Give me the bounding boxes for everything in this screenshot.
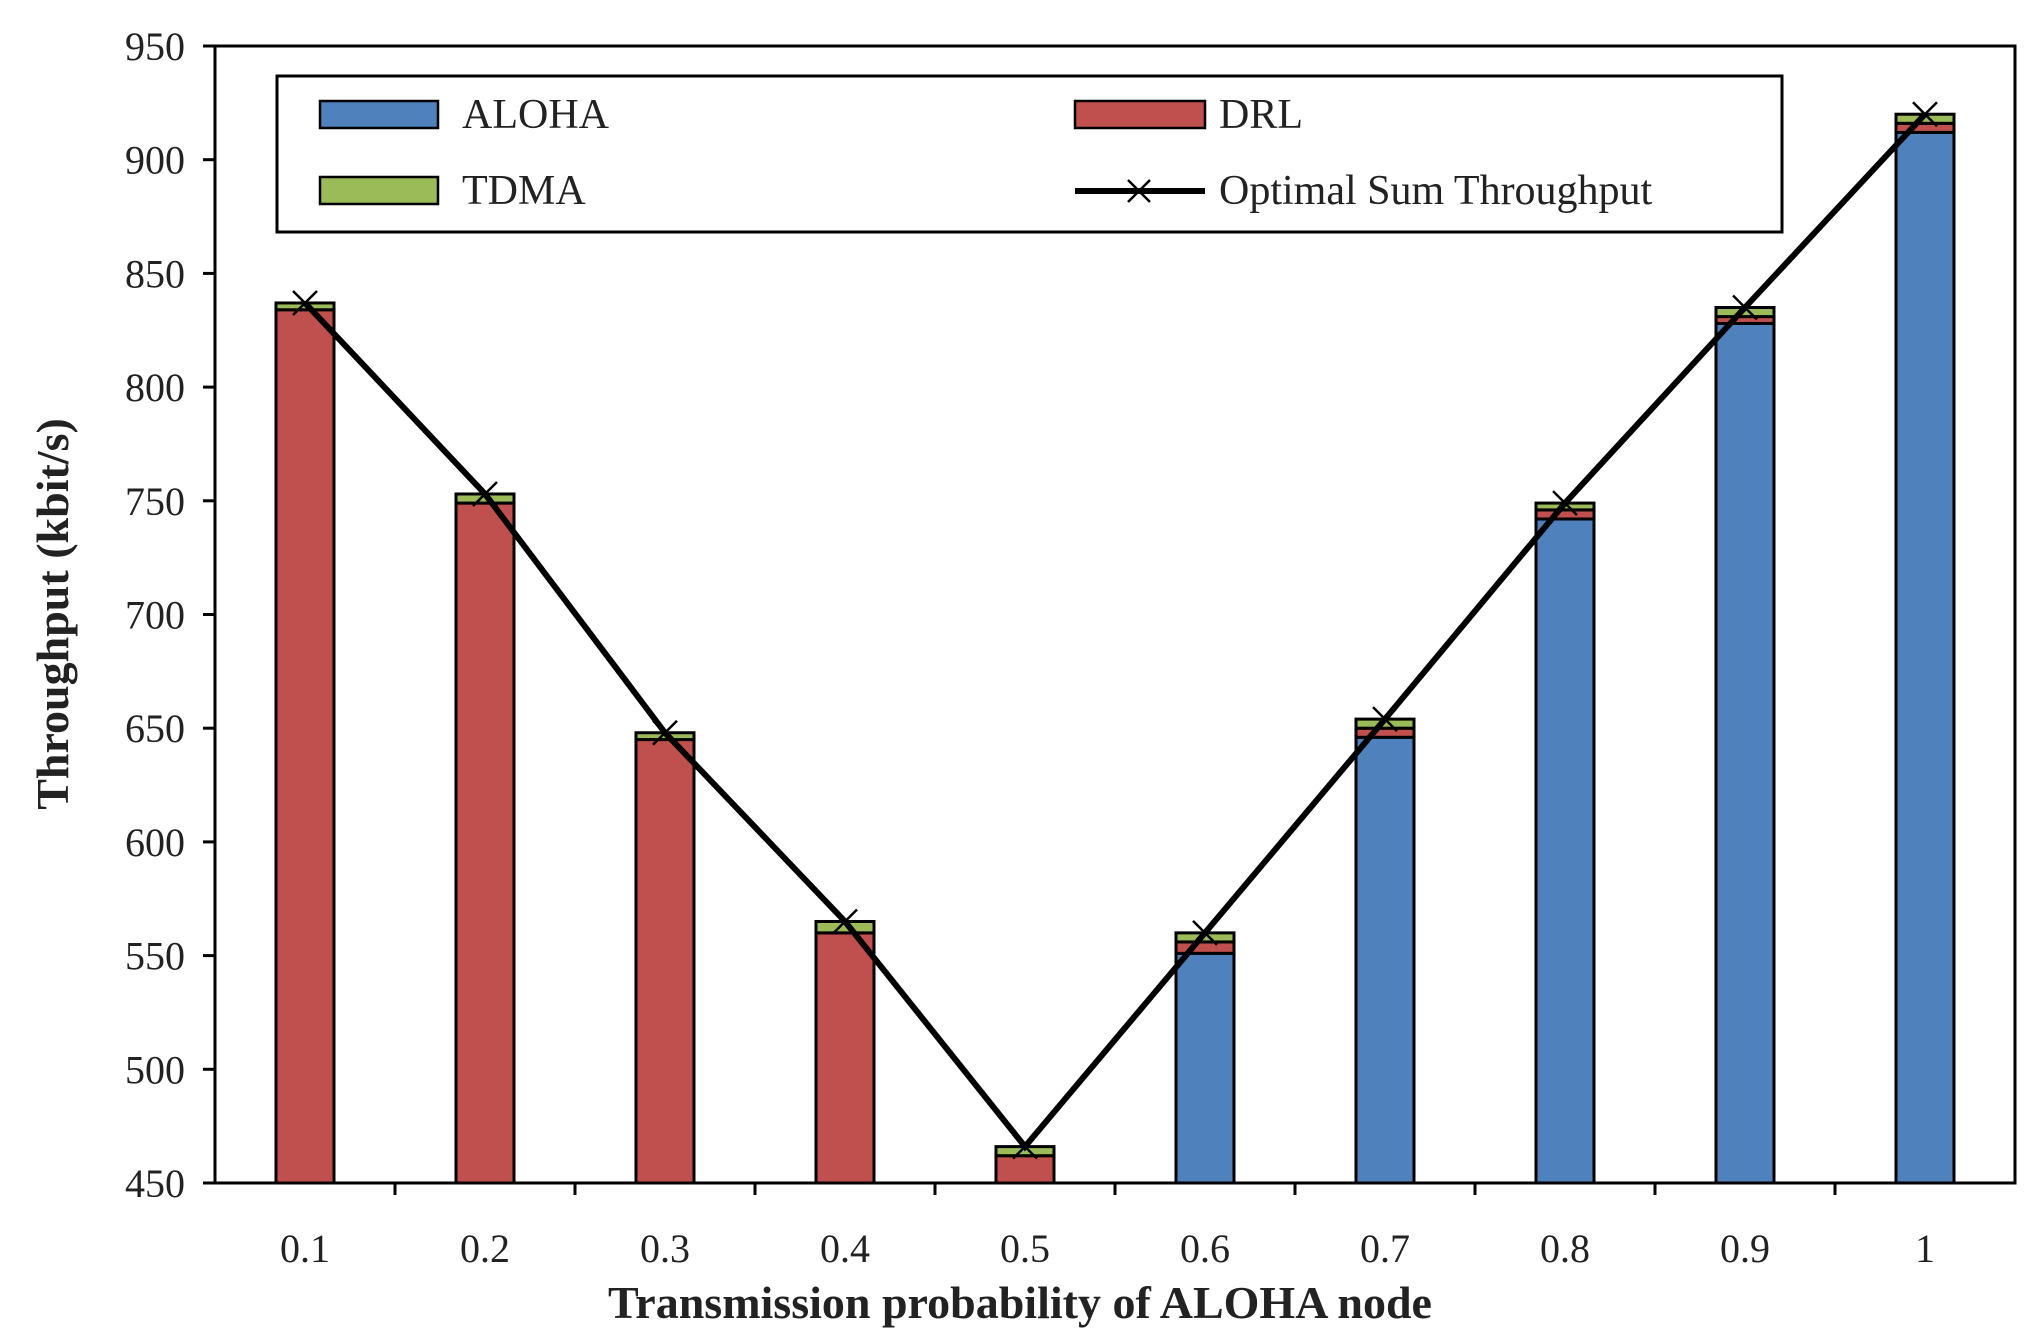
y-tick-label: 500 [125,1047,185,1092]
y-tick-label: 650 [125,706,185,751]
y-axis-title: Throughput (kbit/s) [27,418,78,810]
x-tick-label: 0.6 [1180,1226,1230,1271]
legend-label-tdma: TDMA [462,168,586,214]
y-tick-label: 900 [125,138,185,183]
x-tick-label: 0.2 [460,1226,510,1271]
optimal-sum-throughput-line-group [292,101,1938,1160]
legend-label-aloha: ALOHA [462,92,610,138]
y-tick-label: 450 [125,1161,185,1206]
y-tick-label: 850 [125,251,185,296]
y-tick-label: 950 [125,24,185,69]
y-tick-label: 800 [125,365,185,410]
optimal-marker-0.1 [292,290,318,316]
bar-drl-0.1 [274,308,336,1185]
legend-swatch-tdma [318,175,440,206]
legend-label-drl: DRL [1219,92,1303,138]
optimal-marker-0.3 [652,719,678,746]
legend-swatch-drl [1073,99,1207,130]
legend-marker-optimal [1127,179,1151,203]
bar-drl-0.3 [634,738,696,1185]
bar-aloha-1 [1894,130,1956,1185]
bar-drl-0.5 [994,1154,1056,1185]
bar-aloha-0.6 [1174,951,1236,1185]
optimal-sum-throughput-line [302,112,1928,1152]
optimal-marker-0.2 [472,481,498,507]
x-axis: 0.1 0.2 0.3 0.4 0.5 0.6 0.7 0.8 0.9 1 [280,1183,1935,1271]
y-tick-label: 600 [125,820,185,865]
optimal-marker-0.7 [1372,706,1398,732]
bar-drl-0.6 [1174,940,1236,955]
optimal-marker-0.8 [1552,490,1578,516]
x-tick-label: 0.1 [280,1226,330,1271]
x-tick-label: 0.3 [640,1226,690,1271]
x-tick-label: 0.4 [820,1226,870,1271]
bar-aloha-0.8 [1534,517,1596,1185]
optimal-marker-1 [1912,101,1938,128]
x-tick-label: 0.9 [1720,1226,1770,1271]
y-tick-label: 550 [125,934,185,979]
x-tick-label: 0.7 [1360,1226,1410,1271]
optimal-marker-0.5 [1012,1133,1038,1160]
bar-aloha-0.7 [1354,735,1416,1185]
x-tick-label: 0.8 [1540,1226,1590,1271]
legend-swatch-aloha [318,99,440,130]
legend: ALOHA DRL TDMA Optimal Sum Throughput [275,74,1784,234]
optimal-marker-0.9 [1732,294,1758,321]
y-axis: 450 500 550 600 650 700 750 800 850 900 950 [125,24,215,1206]
x-axis-title: Transmission probability of ALOHA node [608,1277,1432,1328]
bar-series-group [274,112,1956,1185]
optimal-marker-0.6 [1192,919,1218,946]
optimal-marker-0.4 [832,908,858,935]
bar-aloha-0.9 [1714,321,1776,1185]
bar-drl-0.4 [814,931,876,1185]
legend-box [275,74,1784,234]
y-tick-label: 750 [125,479,185,524]
legend-label-optimal: Optimal Sum Throughput [1219,168,1653,214]
x-tick-label: 0.5 [1000,1226,1050,1271]
y-tick-label: 700 [125,593,185,638]
x-tick-label: 1 [1915,1226,1935,1271]
bar-drl-0.2 [454,501,516,1185]
